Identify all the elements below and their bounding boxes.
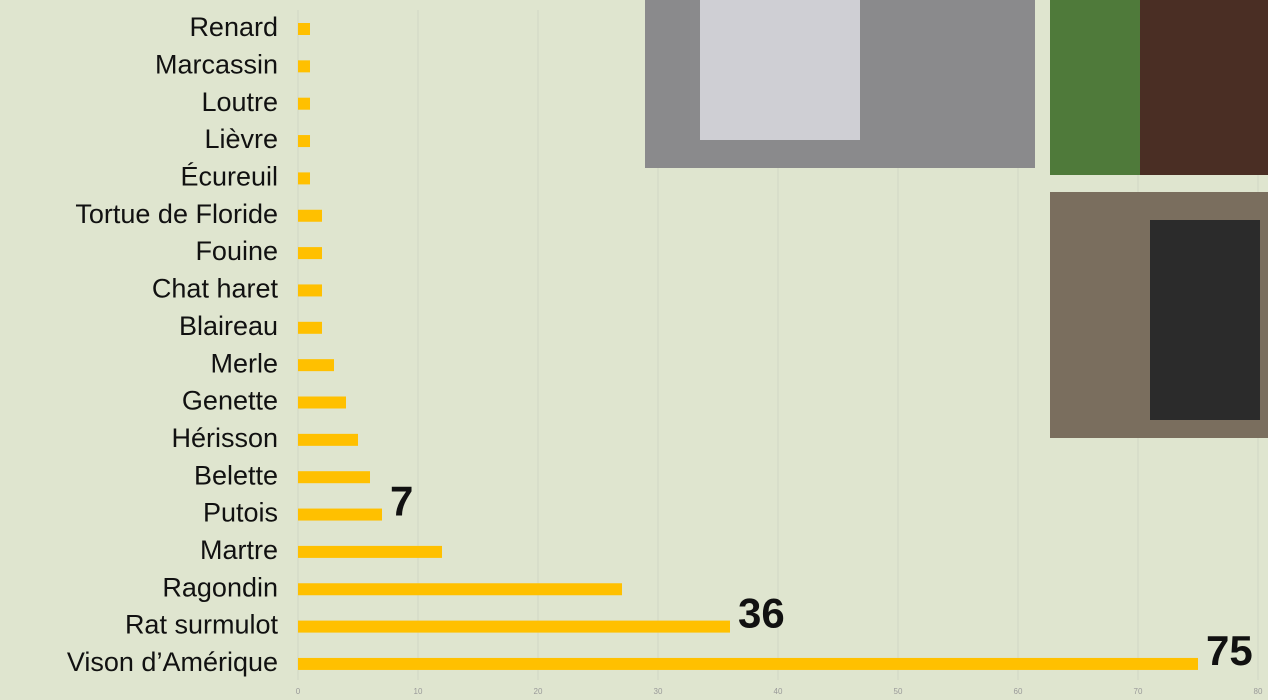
category-label: Blaireau	[179, 311, 278, 341]
bar	[298, 172, 310, 185]
value-label: 7	[390, 478, 413, 525]
category-label: Hérisson	[171, 423, 278, 453]
x-tick-label: 20	[534, 687, 543, 696]
bar	[298, 471, 370, 484]
category-label: Rat surmulot	[125, 610, 279, 640]
category-label: Chat haret	[152, 274, 279, 304]
bar	[298, 620, 730, 633]
x-tick-label: 10	[414, 687, 423, 696]
bar	[298, 135, 310, 148]
bar	[298, 359, 334, 372]
category-label: Merle	[210, 348, 278, 378]
category-label: Renard	[189, 12, 278, 42]
category-label: Vison d’Amérique	[67, 647, 278, 677]
x-tick-label: 60	[1014, 687, 1023, 696]
bar	[298, 396, 346, 409]
bar	[298, 60, 310, 73]
x-tick-label: 80	[1254, 687, 1263, 696]
category-label: Putois	[203, 498, 278, 528]
x-tick-label: 40	[774, 687, 783, 696]
bar	[298, 97, 310, 110]
category-label: Loutre	[201, 87, 278, 117]
bar	[298, 247, 322, 260]
category-label: Belette	[194, 460, 278, 490]
bar	[298, 508, 382, 521]
photo-detail	[1140, 0, 1268, 175]
plot: 0 10 20 30 40 50 60 70 80 Renard Marcassin Loutre Li…	[67, 12, 1263, 696]
bar	[298, 284, 322, 297]
photo-detail	[1150, 220, 1260, 420]
bar	[298, 23, 310, 35]
bar	[298, 545, 442, 558]
bar	[298, 583, 622, 596]
category-label: Marcassin	[155, 49, 278, 79]
category-label: Lièvre	[204, 124, 278, 154]
x-tick-label: 70	[1134, 687, 1143, 696]
category-label: Tortue de Floride	[75, 199, 278, 229]
bar	[298, 321, 322, 334]
category-label: Martre	[200, 535, 278, 565]
category-label: Fouine	[195, 236, 278, 266]
x-tick-label: 30	[654, 687, 663, 696]
bar	[298, 433, 358, 446]
bar	[298, 209, 322, 222]
value-label: 75	[1206, 627, 1253, 674]
category-label: Écureuil	[180, 162, 278, 192]
x-tick-label: 50	[894, 687, 903, 696]
category-label: Ragondin	[162, 572, 278, 602]
x-tick-label: 0	[296, 687, 301, 696]
value-label: 36	[738, 590, 785, 637]
category-label: Genette	[182, 386, 278, 416]
photo-detail	[700, 0, 860, 140]
bar	[298, 657, 1198, 670]
